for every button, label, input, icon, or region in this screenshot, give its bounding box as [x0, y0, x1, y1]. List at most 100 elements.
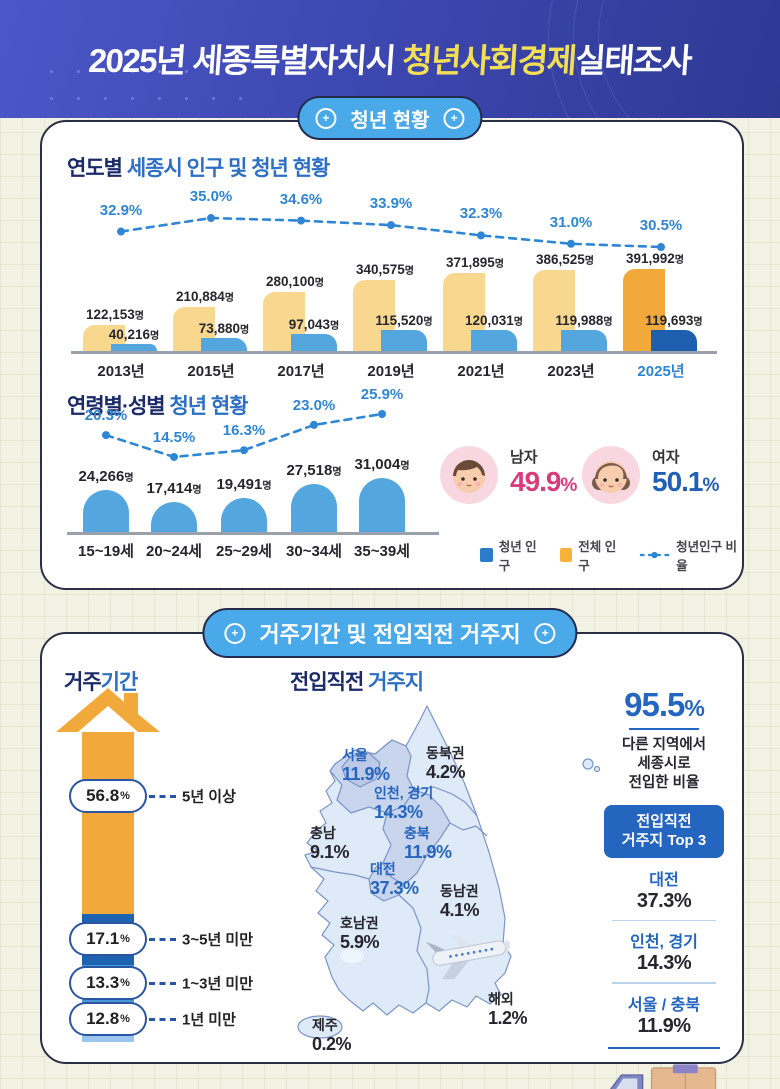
female-avatar-icon	[582, 446, 640, 504]
migration-stat-column: 95.5% 다른 지역에서 세종시로 전입한 비율 전입직전 거주지 Top 3…	[590, 688, 738, 1089]
section-badge-label: 청년 현황	[350, 109, 430, 132]
previous-residence-map: 서울 11.9% 동북권 4.2% 인천, 경기 14.3% 충남 9.1% 충북 11.9% 대전…	[280, 694, 601, 1054]
youth-ratio-label: 32.3%	[459, 205, 503, 223]
map-region-label: 충북 11.9%	[404, 825, 452, 862]
female-label: 여자	[652, 449, 680, 466]
age-group-value: 27,518명	[286, 462, 342, 479]
map-reservoir	[340, 949, 364, 963]
total-population-value: 386,525명	[535, 252, 595, 267]
map-region-label: 충남 9.1%	[310, 825, 350, 862]
residence-segment-label: 1년 미만	[182, 1011, 236, 1029]
truck-icon	[610, 1064, 717, 1089]
residence-segment-label: 5년 이상	[182, 788, 236, 806]
page-title-highlight: 청년사회경제	[401, 42, 577, 79]
x-axis-label: 2013년	[97, 363, 145, 380]
x-axis	[71, 351, 717, 354]
top3-region-value: 37.3%	[636, 889, 692, 912]
page-title-suffix: 실태조사	[574, 42, 693, 79]
x-axis-label: 25~29세	[216, 543, 272, 560]
youth-ratio-label: 23.0%	[292, 396, 336, 414]
migration-rate-value: 95.5%	[624, 686, 705, 723]
youth-population-bar	[471, 330, 517, 351]
youth-population-value: 119,988명	[555, 313, 613, 328]
x-axis-label: 2023년	[547, 363, 595, 380]
divider	[608, 1046, 720, 1050]
youth-population-value: 73,880명	[198, 321, 250, 336]
x-axis-label: 2019년	[367, 363, 415, 380]
map-region-label: 인천, 경기 14.3%	[374, 785, 434, 822]
top3-region-name: 서울 / 충북	[627, 996, 701, 1014]
x-axis-label: 2025년	[637, 363, 685, 380]
map-region-label: 서울 11.9%	[342, 747, 390, 784]
map-region-label: 해외 1.2%	[488, 991, 528, 1028]
section-badge-youth-status: + 청년 현황 +	[297, 96, 483, 140]
youth-population-bar	[111, 344, 157, 351]
female-value: 50.1%	[652, 466, 719, 497]
top3-region-name: 대전	[649, 871, 679, 889]
divider	[629, 728, 699, 730]
dot-pattern-decoration	[38, 58, 248, 118]
age-group-bar	[83, 490, 129, 532]
x-axis-label: 2017년	[277, 363, 325, 380]
youth-population-bar	[381, 330, 427, 351]
age-group-value: 19,491명	[216, 476, 272, 493]
female-stat: 여자 50.1%	[582, 446, 719, 504]
residence-segment	[82, 732, 134, 914]
migration-rate-description: 다른 지역에서 세종시로 전입한 비율	[621, 737, 707, 791]
total-population-value: 391,992명	[625, 251, 685, 266]
age-group-value: 17,414명	[146, 480, 202, 497]
youth-ratio-label: 35.0%	[189, 188, 233, 206]
divider	[612, 982, 716, 984]
youth-ratio-label: 30.5%	[639, 217, 683, 234]
airplane-icon	[425, 935, 511, 980]
house-roof-icon	[56, 688, 160, 732]
plus-icon: +	[224, 622, 246, 644]
x-axis-label: 20~24세	[146, 543, 202, 560]
section-badge-residence: + 거주기간 및 전입직전 거주지 +	[202, 608, 578, 658]
age-group-value: 24,266명	[78, 468, 134, 485]
plus-icon: +	[315, 107, 337, 129]
dashed-connector	[149, 938, 176, 941]
youth-population-bar	[291, 334, 337, 351]
legend-label: 전체 인구	[578, 540, 617, 573]
residence-period-title: 거주기간	[64, 671, 138, 694]
youth-population-bar	[561, 330, 607, 351]
map-region-daejeon	[368, 862, 405, 902]
top3-region-value: 11.9%	[637, 1014, 691, 1037]
age-chart: 24,266명 15~19세 20.3% 17,414명 20~24세 14.5% 19,4…	[67, 386, 477, 584]
x-axis-label: 30~34세	[286, 543, 342, 560]
age-group-bar	[151, 502, 197, 532]
legend-swatch	[480, 548, 493, 562]
panel-residence: 거주기간 56.8% 5년 이상 17.1% 3~5년 미만 13.3% 1~3년 미만 1…	[40, 632, 744, 1089]
legend-item: 전체 인구	[559, 536, 624, 574]
plus-icon: +	[534, 622, 556, 644]
map-region-label: 제주 0.2%	[312, 1017, 352, 1054]
youth-ratio-label: 32.9%	[99, 201, 143, 219]
youth-ratio-label: 34.6%	[279, 190, 323, 208]
youth-ratio-line	[102, 410, 386, 461]
map-region-seoul	[341, 751, 381, 788]
youth-ratio-line	[117, 214, 665, 251]
youth-population-value: 120,031명	[464, 313, 524, 328]
map-region-label: 대전 37.3%	[370, 861, 419, 898]
residence-segment-label: 1~3년 미만	[182, 975, 254, 993]
map-border-honam-dongnam	[398, 894, 430, 1004]
legend-item: 청년 인구	[480, 536, 544, 574]
total-population-value: 122,153명	[85, 307, 145, 322]
top3-region-value: 14.3%	[636, 952, 692, 975]
legend-item: 청년인구 비율	[639, 536, 742, 574]
youth-population-bar	[651, 330, 697, 351]
page-title: 2025년 세종특별자치시 청년사회경제실태조사	[0, 34, 780, 82]
youth-ratio-label: 31.0%	[549, 213, 593, 231]
residence-percent-pill: 17.1%	[69, 922, 147, 956]
youth-population-bar	[201, 338, 247, 351]
page-title-prefix: 2025년 세종특별자치시	[87, 42, 404, 79]
male-stat: 남자 49.9%	[440, 446, 577, 504]
youth-ratio-label: 16.3%	[222, 422, 266, 440]
age-group-bar	[291, 484, 337, 532]
youth-population-value: 119,693명	[645, 313, 703, 328]
map-east-island	[582, 758, 594, 770]
map-border-chungnam	[310, 866, 370, 880]
map-east-islet	[593, 765, 601, 773]
plus-icon: +	[443, 107, 465, 129]
